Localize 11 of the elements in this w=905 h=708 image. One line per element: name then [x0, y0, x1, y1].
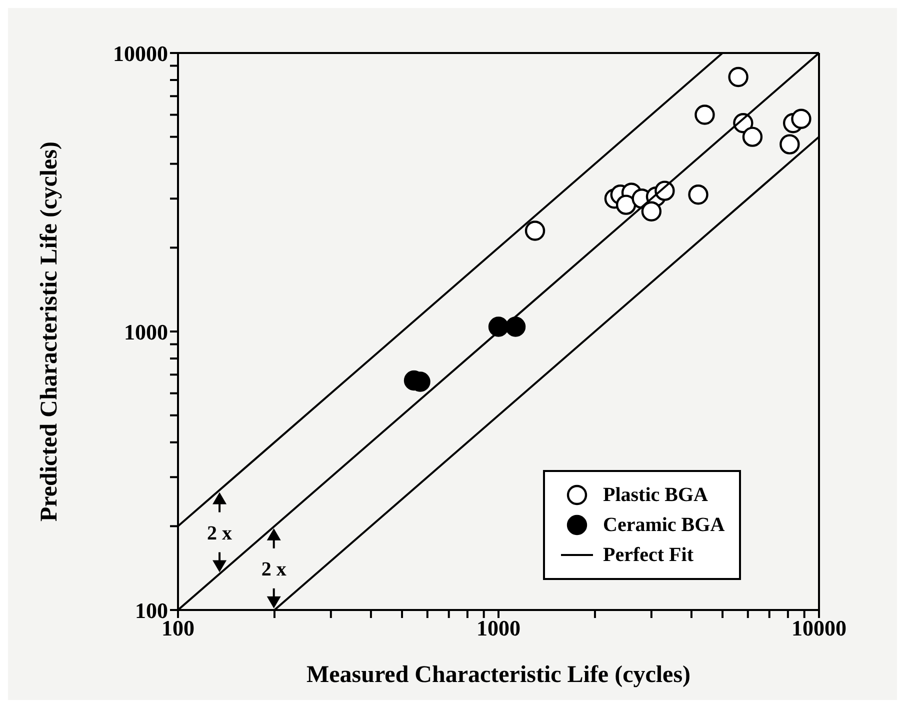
annotation: 2 x — [207, 522, 232, 544]
y-axis-title: Predicted Characteristic Life (cycles) — [36, 141, 63, 522]
annotation: 2 x — [261, 558, 286, 580]
legend-label: Plastic BGA — [603, 484, 708, 506]
x-tick-label: 1000 — [476, 616, 520, 641]
legend-label: Perfect Fit — [603, 544, 694, 566]
x-tick-label: 10000 — [792, 616, 846, 641]
legend-label: Ceramic BGA — [603, 514, 725, 536]
y-tick-label: 10000 — [113, 40, 168, 66]
x-axis-title: Measured Characteristic Life (cycles) — [306, 662, 691, 688]
y-tick-label: 1000 — [124, 319, 168, 344]
